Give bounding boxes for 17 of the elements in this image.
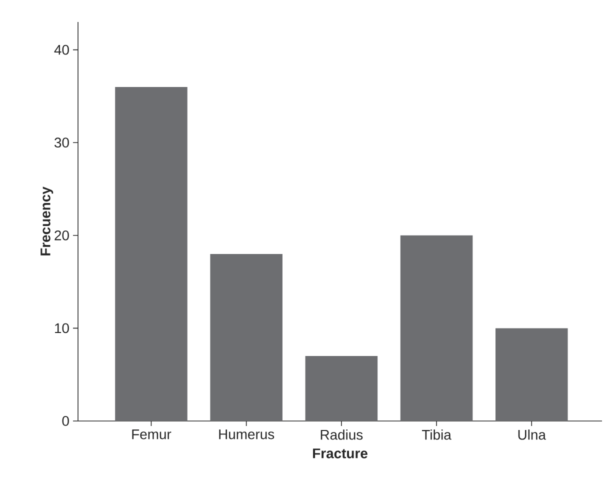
x-tick-label: Ulna <box>518 430 546 440</box>
x-tick-label: Radius <box>320 430 363 440</box>
y-tick-label: 0 <box>62 416 69 426</box>
bar <box>305 356 378 421</box>
y-tick-label: 30 <box>54 138 69 148</box>
x-tick-label: Humerus <box>219 430 274 440</box>
bar <box>400 235 473 421</box>
x-axis-title: Fracture <box>313 448 368 458</box>
bar <box>210 254 282 421</box>
y-tick-label: 20 <box>54 230 69 240</box>
y-axis-title: Frecuency <box>40 186 54 256</box>
x-tick-label: Femur <box>132 430 172 440</box>
x-tick-label: Tibia <box>422 430 452 440</box>
bar <box>495 328 568 421</box>
y-tick-label: 10 <box>55 323 69 334</box>
bar <box>115 86 188 421</box>
y-tick-label: 40 <box>54 44 69 55</box>
